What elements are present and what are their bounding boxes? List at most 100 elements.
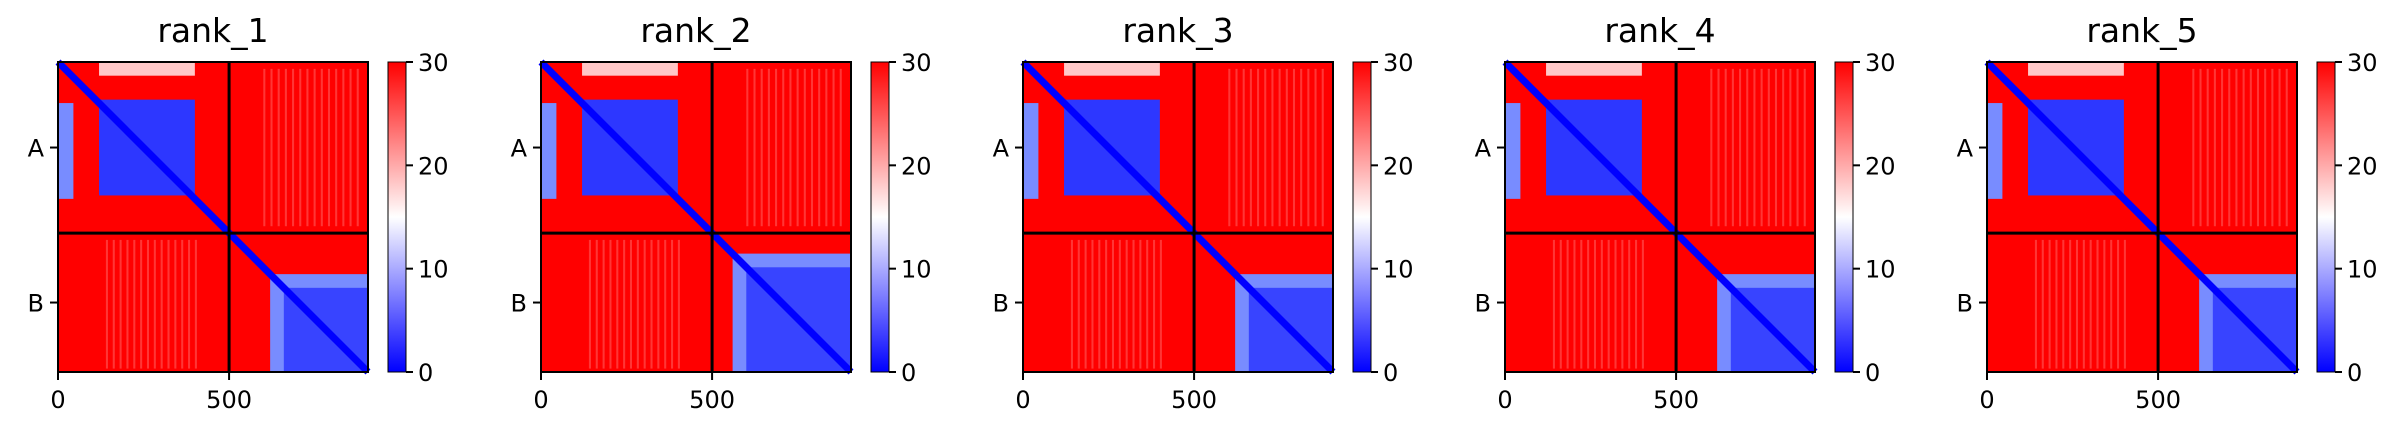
heatmap-stripe bbox=[1271, 68, 1274, 227]
heatmap-stripe bbox=[2228, 68, 2231, 227]
heatmap-stripe bbox=[1717, 68, 1720, 227]
heatmap-stripe bbox=[194, 239, 197, 369]
domain-block-a-top bbox=[1064, 62, 1160, 76]
heatmap-stripe bbox=[2096, 239, 2099, 369]
heatmap-stripe bbox=[2075, 239, 2079, 369]
colorbar-tick-label: 10 bbox=[901, 256, 932, 284]
x-tick-label: 0 bbox=[1979, 386, 1994, 414]
heatmap-stripe bbox=[810, 68, 814, 227]
heatmap-stripe bbox=[1257, 68, 1260, 227]
heatmap bbox=[55, 59, 371, 375]
heatmap-stripe bbox=[2278, 68, 2281, 227]
heatmap-stripe bbox=[146, 239, 150, 369]
heatmap-stripe bbox=[1580, 239, 1583, 369]
heatmap-stripe bbox=[1228, 68, 1231, 227]
y-tick-label: A bbox=[28, 135, 45, 163]
panel-2: rank_2 0 500 A B 0 10 20 30 bbox=[511, 11, 932, 414]
heatmap-stripe bbox=[140, 239, 143, 369]
x-tick-label: 500 bbox=[689, 386, 735, 414]
heatmap-stripe bbox=[1607, 239, 1610, 369]
heatmap-stripe bbox=[671, 239, 674, 369]
heatmap-stripe bbox=[349, 68, 352, 227]
heatmap-stripe bbox=[2103, 239, 2106, 369]
heatmap-stripe bbox=[1070, 239, 1073, 369]
heatmap bbox=[1020, 59, 1336, 375]
heatmap-stripe bbox=[263, 68, 266, 227]
heatmap-stripe bbox=[342, 68, 345, 227]
heatmap-stripe bbox=[1559, 239, 1562, 369]
heatmap-stripe bbox=[2089, 239, 2092, 369]
domain-block-a-side bbox=[1505, 103, 1521, 199]
heatmap-stripe bbox=[188, 239, 191, 369]
heatmap-stripe bbox=[1084, 239, 1087, 369]
colorbar-tick-label: 0 bbox=[1865, 359, 1880, 387]
diagonal bbox=[1020, 59, 1336, 375]
heatmap-stripe bbox=[1789, 68, 1792, 227]
x-tick-label: 500 bbox=[1171, 386, 1217, 414]
heatmap-stripe bbox=[1118, 239, 1121, 369]
colorbar-gradient bbox=[870, 61, 890, 373]
heatmap-stripe bbox=[105, 239, 108, 369]
heatmap-stripe bbox=[609, 239, 612, 369]
heatmap-frame bbox=[540, 61, 852, 373]
heatmap-stripe bbox=[174, 239, 177, 369]
panel-title: rank_1 bbox=[157, 11, 268, 50]
heatmap-stripe bbox=[818, 68, 821, 227]
panel-title: rank_5 bbox=[2086, 11, 2197, 50]
heatmap-stripe bbox=[839, 68, 842, 227]
diagonal bbox=[538, 59, 854, 375]
heatmap-stripe bbox=[1739, 68, 1742, 227]
heatmap-stripe bbox=[2069, 239, 2072, 369]
heatmap-stripe bbox=[2221, 68, 2224, 227]
heatmap-stripe bbox=[2123, 239, 2126, 369]
heatmap-stripe bbox=[1098, 239, 1101, 369]
heatmap-stripe bbox=[825, 68, 828, 227]
heatmap-stripe bbox=[2206, 68, 2209, 227]
panel-1: rank_1 0 500 A B 0 10 20 30 bbox=[28, 11, 449, 414]
heatmap-stripe bbox=[1307, 68, 1310, 227]
x-tick-label: 500 bbox=[2135, 386, 2181, 414]
heatmap-stripe bbox=[181, 239, 184, 369]
heatmap-stripe bbox=[2271, 68, 2274, 227]
colorbar-tick-label: 30 bbox=[418, 49, 449, 77]
heatmap-stripe bbox=[2242, 68, 2245, 227]
heatmap-stripe bbox=[832, 68, 835, 227]
heatmap-stripe bbox=[2199, 68, 2202, 227]
heatmap-stripe bbox=[767, 68, 770, 227]
domain-block-a-top bbox=[99, 62, 195, 76]
y-tick-label: B bbox=[28, 290, 44, 318]
heatmap bbox=[1984, 59, 2300, 375]
colorbar-gradient bbox=[1834, 61, 1854, 373]
colorbar-tick-label: 20 bbox=[418, 152, 449, 180]
domain-block-a-side bbox=[1023, 103, 1039, 199]
diagonal bbox=[1984, 59, 2300, 375]
heatmap-stripe bbox=[629, 239, 633, 369]
colorbar: 0 10 20 30 bbox=[1352, 49, 1414, 387]
heatmap-stripe bbox=[1746, 68, 1749, 227]
heatmap-stripe bbox=[616, 239, 619, 369]
heatmap-stripe bbox=[789, 68, 792, 227]
heatmap-stripe bbox=[636, 239, 639, 369]
y-tick-label: B bbox=[1957, 290, 1973, 318]
heatmap-frame bbox=[1022, 61, 1334, 373]
heatmap-stripe bbox=[775, 68, 778, 227]
heatmap-stripe bbox=[2055, 239, 2058, 369]
colorbar-tick-label: 30 bbox=[1865, 49, 1896, 77]
heatmap-stripe bbox=[1125, 239, 1128, 369]
heatmap-stripe bbox=[2041, 239, 2044, 369]
heatmap-stripe bbox=[270, 68, 273, 227]
colorbar-tick-label: 10 bbox=[2347, 256, 2378, 284]
heatmap-frame bbox=[1986, 61, 2298, 373]
heatmap-stripe bbox=[1264, 68, 1267, 227]
heatmap-frame bbox=[1504, 61, 1816, 373]
heatmap-stripe bbox=[1278, 68, 1281, 227]
colorbar-gradient bbox=[1352, 61, 1372, 373]
heatmap-stripe bbox=[356, 68, 359, 227]
heatmap-stripe bbox=[2264, 68, 2267, 227]
heatmap-stripe bbox=[1803, 68, 1806, 227]
heatmap-stripe bbox=[657, 239, 660, 369]
heatmap-stripe bbox=[1587, 239, 1590, 369]
heatmap-stripe bbox=[153, 239, 156, 369]
colorbar-gradient bbox=[387, 61, 407, 373]
heatmap-stripe bbox=[1132, 239, 1135, 369]
